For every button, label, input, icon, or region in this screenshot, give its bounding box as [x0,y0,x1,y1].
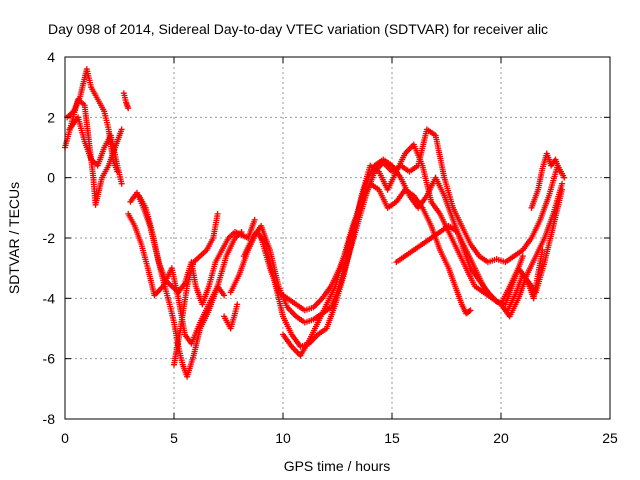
y-tick-label: -4 [43,290,56,306]
series-track-9 [221,301,241,332]
series-track-8 [171,210,221,368]
data-point [556,168,563,175]
x-tick-label: 25 [602,430,618,446]
data-point [214,210,221,217]
data-point [559,180,566,187]
series-track-3 [66,114,125,187]
y-tick-label: 0 [47,170,55,186]
y-axis-label: SDTVAR / TECUs [6,182,22,294]
series-track-15 [504,247,546,314]
x-axis-label: GPS time / hours [284,458,391,474]
data-point [561,174,568,181]
y-tick-label: -2 [43,230,56,246]
axis-ticks: 0 5 10 15 20 25 -8 -6 -4 -2 0 2 4 [43,49,618,446]
chart-title: Day 098 of 2014, Sidereal Day-to-day VTE… [48,21,548,37]
x-tick-label: 15 [384,430,400,446]
x-tick-label: 10 [275,430,291,446]
x-tick-label: 5 [170,430,178,446]
data-point [251,216,258,223]
x-tick-label: 20 [493,430,509,446]
data-point [519,253,526,260]
data-point [539,247,546,254]
series-track-13 [280,180,474,359]
data-point [125,105,132,112]
data-point [466,308,473,315]
data-point [234,301,241,308]
y-tick-label: 2 [47,109,55,125]
data-point [467,307,474,314]
grid-lines [65,57,610,419]
data-point [221,292,228,299]
series-track-16 [528,150,563,211]
series-track-7 [136,192,258,308]
data-point [118,180,125,187]
data-point [118,126,125,133]
y-tick-label: -8 [43,411,56,427]
y-tick-label: 4 [47,49,55,65]
data-series [62,66,568,380]
series-track-14 [393,180,566,320]
series-track-4 [120,90,132,112]
y-tick-label: -6 [43,351,56,367]
x-tick-label: 0 [61,430,69,446]
